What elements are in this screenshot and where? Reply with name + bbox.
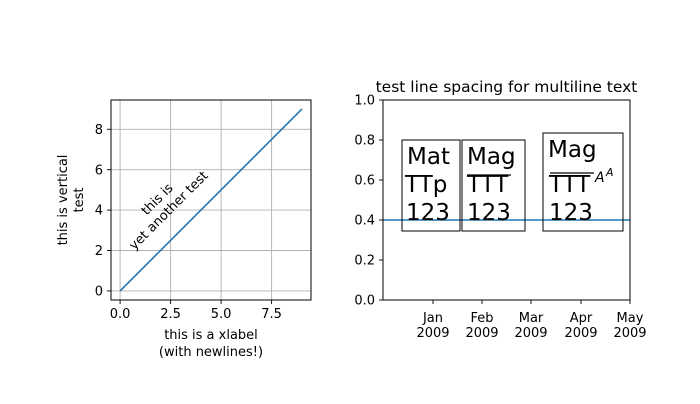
left-axes: 0.0 2.5 5.0 7.5 0 2 4 6 8 this is a xlab… xyxy=(56,99,312,360)
x-tick-labels: 0.0 2.5 5.0 7.5 xyxy=(110,307,282,322)
box-line: TTT xyxy=(548,172,591,198)
y-tick-label: 0.6 xyxy=(354,174,375,189)
axes-title: test line spacing for multiline text xyxy=(376,78,638,96)
x-tick-labels: Jan 2009 Feb 2009 Mar 2009 Apr 2009 May … xyxy=(416,311,646,341)
x-tick-month: Feb xyxy=(470,311,493,326)
box-line: Mag xyxy=(467,144,516,170)
x-tick-year: 2009 xyxy=(514,326,547,341)
axes-frame xyxy=(110,99,312,301)
superscript-nested: A xyxy=(605,166,614,179)
x-tick-year: 2009 xyxy=(416,326,449,341)
x-label-line: this is a xlabel xyxy=(164,328,258,343)
superscript: A xyxy=(594,170,605,186)
rotated-annotation: this is yet another test xyxy=(127,169,212,254)
y-tick-label: 1.0 xyxy=(354,94,375,109)
box-line: 123 xyxy=(467,200,511,226)
box-line: Mag xyxy=(548,137,597,163)
x-tick-month: May xyxy=(617,311,644,326)
box-line: 123 xyxy=(549,200,593,226)
x-tick-month: Jan xyxy=(422,311,443,326)
axes-frame xyxy=(382,99,631,301)
box-line: 123 xyxy=(406,200,450,226)
y-ticks xyxy=(107,128,111,292)
y-tick-label: 0.4 xyxy=(354,214,375,229)
text-box-2: Mag TTT 123 xyxy=(461,139,526,232)
y-ticks xyxy=(379,99,383,301)
x-tick-month: Mar xyxy=(519,311,544,326)
y-label-line: this is vertical xyxy=(56,155,71,246)
y-tick-label: 0.2 xyxy=(354,254,375,269)
x-tick-label: 0.0 xyxy=(110,307,131,322)
x-tick-year: 2009 xyxy=(465,326,498,341)
x-label-line: (with newlines!) xyxy=(159,345,263,360)
x-ticks xyxy=(432,300,631,304)
y-axis-label: this is vertical test xyxy=(56,155,87,246)
x-tick-year: 2009 xyxy=(613,326,646,341)
y-tick-label: 6 xyxy=(95,163,103,178)
text-box-3: Mag TTT 123 A A xyxy=(542,132,624,232)
x-axis-label: this is a xlabel (with newlines!) xyxy=(159,328,263,360)
box-line: TTp xyxy=(404,172,447,198)
y-tick-label: 8 xyxy=(95,123,103,138)
x-tick-label: 5.0 xyxy=(211,307,232,322)
y-tick-label: 4 xyxy=(95,204,103,219)
y-tick-label: 2 xyxy=(95,244,103,259)
y-tick-label: 0.0 xyxy=(354,294,375,309)
box-line: TTT xyxy=(466,172,509,198)
y-tick-labels: 0.0 0.2 0.4 0.6 0.8 1.0 xyxy=(354,94,375,309)
y-tick-labels: 0 2 4 6 8 xyxy=(95,123,103,300)
text-box-1: Mat TTp 123 xyxy=(401,139,461,232)
annotation-line: yet another test xyxy=(127,169,212,254)
x-tick-year: 2009 xyxy=(564,326,597,341)
data-line xyxy=(119,108,303,292)
right-axes: test line spacing for multiline text Mat… xyxy=(354,78,646,341)
y-label-line: test xyxy=(72,188,87,213)
x-tick-label: 2.5 xyxy=(160,307,181,322)
grid-lines xyxy=(111,100,311,300)
x-ticks xyxy=(119,300,273,304)
box-line: Mat xyxy=(407,144,450,170)
y-tick-label: 0.8 xyxy=(354,134,375,149)
x-tick-month: Apr xyxy=(570,311,593,326)
y-tick-label: 0 xyxy=(95,285,103,300)
x-tick-label: 7.5 xyxy=(261,307,282,322)
